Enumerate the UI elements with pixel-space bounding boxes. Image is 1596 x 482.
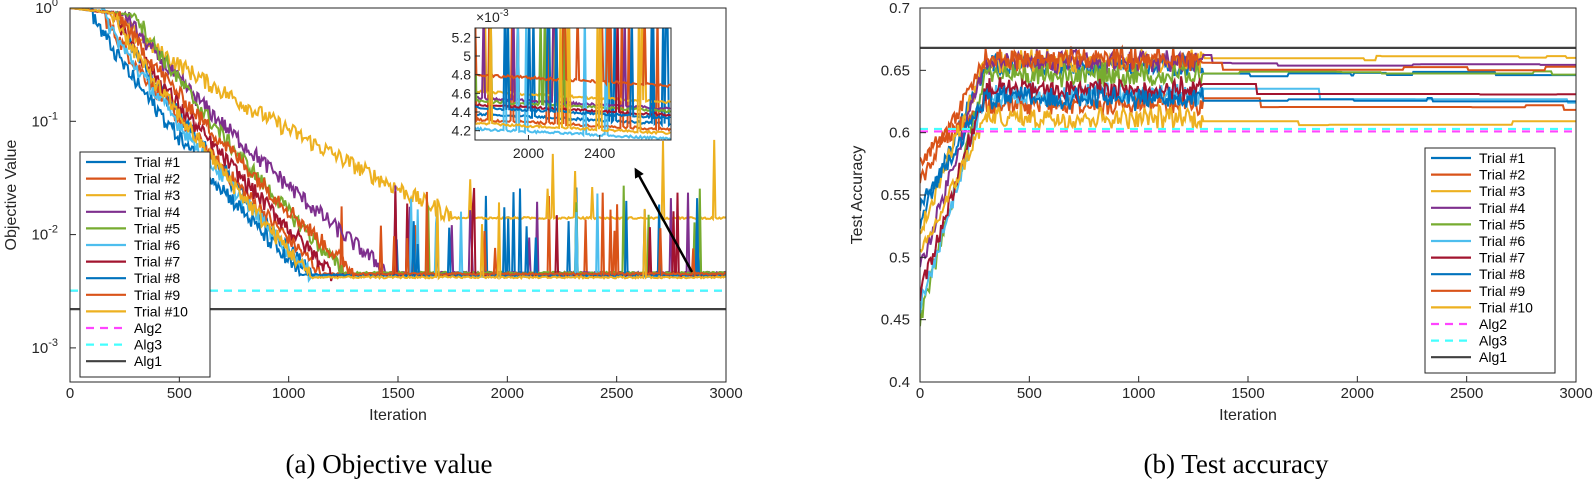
- ytick-label-a: 10-3: [32, 337, 58, 357]
- ylabel-a: Objective Value: [3, 139, 20, 250]
- xtick-label-b: 2000: [1341, 385, 1374, 402]
- series-line-b-trial-10: [920, 102, 1576, 253]
- xtick-label-b: 1000: [1122, 385, 1155, 402]
- legend-label: Trial #8: [1479, 266, 1525, 282]
- legend-label: Trial #2: [134, 171, 180, 187]
- series-line-b-trial-2: [920, 91, 1576, 167]
- ytick-label-a: 10-2: [32, 224, 58, 244]
- series-group-a: [70, 8, 726, 311]
- legend-label: Trial #10: [134, 303, 188, 319]
- series-line-b-trial-9: [920, 44, 1576, 184]
- xtick-label-a: 3000: [709, 385, 742, 402]
- legend-b-box: [1424, 147, 1556, 374]
- inset-ytick-label: 4.8: [452, 67, 472, 83]
- xtick-label-b: 3000: [1559, 385, 1592, 402]
- legend-label: Trial #3: [1479, 183, 1525, 199]
- inset-xtick-label: 2400: [584, 145, 615, 161]
- xtick-label-b: 2500: [1450, 385, 1483, 402]
- legend-label: Alg1: [134, 353, 162, 369]
- ytick-label-a: 100: [35, 0, 58, 17]
- legend-label: Trial #4: [1479, 200, 1525, 216]
- xtick-label-a: 500: [167, 385, 192, 402]
- series-line-b-trial-8: [920, 84, 1576, 211]
- inset-frame: [474, 27, 672, 141]
- ytick-label-b: 0.6: [889, 125, 910, 142]
- legend-label: Trial #6: [1479, 233, 1525, 249]
- legend-label: Trial #9: [134, 287, 180, 303]
- xtick-label-a: 0: [66, 385, 74, 402]
- inset-scale-label: ×10-3: [476, 8, 509, 25]
- ytick-label-b: 0.65: [881, 62, 910, 79]
- legend-label: Trial #7: [1479, 250, 1525, 266]
- panel-a: 0 500 1000 1500 2000 2500 300010010-110-210-3 …: [3, 0, 743, 479]
- legend-label: Trial #7: [134, 254, 180, 270]
- inset-ytick-label: 4.2: [452, 123, 472, 139]
- legend-label: Trial #4: [134, 204, 180, 220]
- inset-series-line: [475, 28, 671, 136]
- xlabel-a: Iteration: [369, 407, 427, 424]
- ytick-label-b: 0.7: [889, 0, 910, 17]
- ylabel-b: Test Accuracy: [849, 146, 866, 245]
- legend-label: Trial #6: [134, 237, 180, 253]
- series-group-b: [920, 44, 1576, 327]
- legend-label: Alg3: [134, 337, 162, 353]
- inset-a: 5.2 5 4.8 4.6 4.4 4.2 2000 2400 ×10-3: [452, 8, 672, 161]
- panel-b: 0 500 1000 1500 2000 2500 3000 0.7 0.65 0.6 0.55 0.…: [849, 0, 1593, 479]
- legend-label: Trial #3: [134, 187, 180, 203]
- inset-ticks: 5.2 5 4.8 4.6 4.4 4.2 2000 2400: [452, 29, 616, 161]
- legend-label: Trial #2: [1479, 167, 1525, 183]
- caption-b: (b) Test accuracy: [1143, 449, 1329, 479]
- legend-label: Alg2: [1479, 316, 1507, 332]
- legend-label: Trial #10: [1479, 299, 1533, 315]
- xtick-label-b: 500: [1017, 385, 1042, 402]
- xtick-label-a: 1000: [272, 385, 305, 402]
- xtick-label-a: 1500: [381, 385, 414, 402]
- zoom-arrow: [634, 167, 694, 273]
- ticks-b: 0 500 1000 1500 2000 2500 3000 0.7 0.65 0.6 0.55 0.…: [881, 0, 1593, 402]
- xlabel-b: Iteration: [1219, 407, 1277, 424]
- ytick-label-b: 0.45: [881, 312, 910, 329]
- caption-a: (a) Objective value: [286, 449, 493, 479]
- legend-label: Trial #1: [134, 154, 180, 170]
- ytick-label-b: 0.55: [881, 187, 910, 204]
- ytick-label-a: 10-1: [32, 110, 58, 130]
- legend-label: Alg3: [1479, 333, 1507, 349]
- series-line-trial-9: [70, 8, 726, 279]
- inset-ytick-label: 5: [463, 48, 471, 64]
- inset-xtick-label: 2000: [513, 145, 544, 161]
- legend-label: Alg1: [1479, 349, 1507, 365]
- legend-label: Trial #5: [134, 220, 180, 236]
- xtick-label-b: 1500: [1231, 385, 1264, 402]
- xtick-label-a: 2500: [600, 385, 633, 402]
- legend-label: Trial #1: [1479, 150, 1525, 166]
- inset-ytick-label: 4.4: [452, 104, 472, 120]
- ytick-label-b: 0.4: [889, 374, 910, 391]
- inset-series-group: [475, 28, 671, 140]
- series-line-trial-10: [70, 8, 726, 281]
- legend-label: Trial #8: [134, 270, 180, 286]
- legend-a-box: [79, 151, 211, 378]
- inset-ytick-label: 5.2: [452, 29, 472, 45]
- ticks-a: 0 500 1000 1500 2000 2500 3000 100 10-1 10-2 10-3: [32, 0, 743, 402]
- inset-series-line: [475, 28, 671, 140]
- legend-label: Trial #5: [1479, 216, 1525, 232]
- xtick-label-b: 0: [916, 385, 924, 402]
- xtick-label-a: 2000: [491, 385, 524, 402]
- series-line-b-trial-7: [920, 76, 1576, 302]
- legend-label: Alg2: [134, 320, 162, 336]
- ytick-label-b: 0.5: [889, 249, 910, 266]
- legend-label: Trial #9: [1479, 283, 1525, 299]
- inset-ytick-label: 4.6: [452, 85, 472, 101]
